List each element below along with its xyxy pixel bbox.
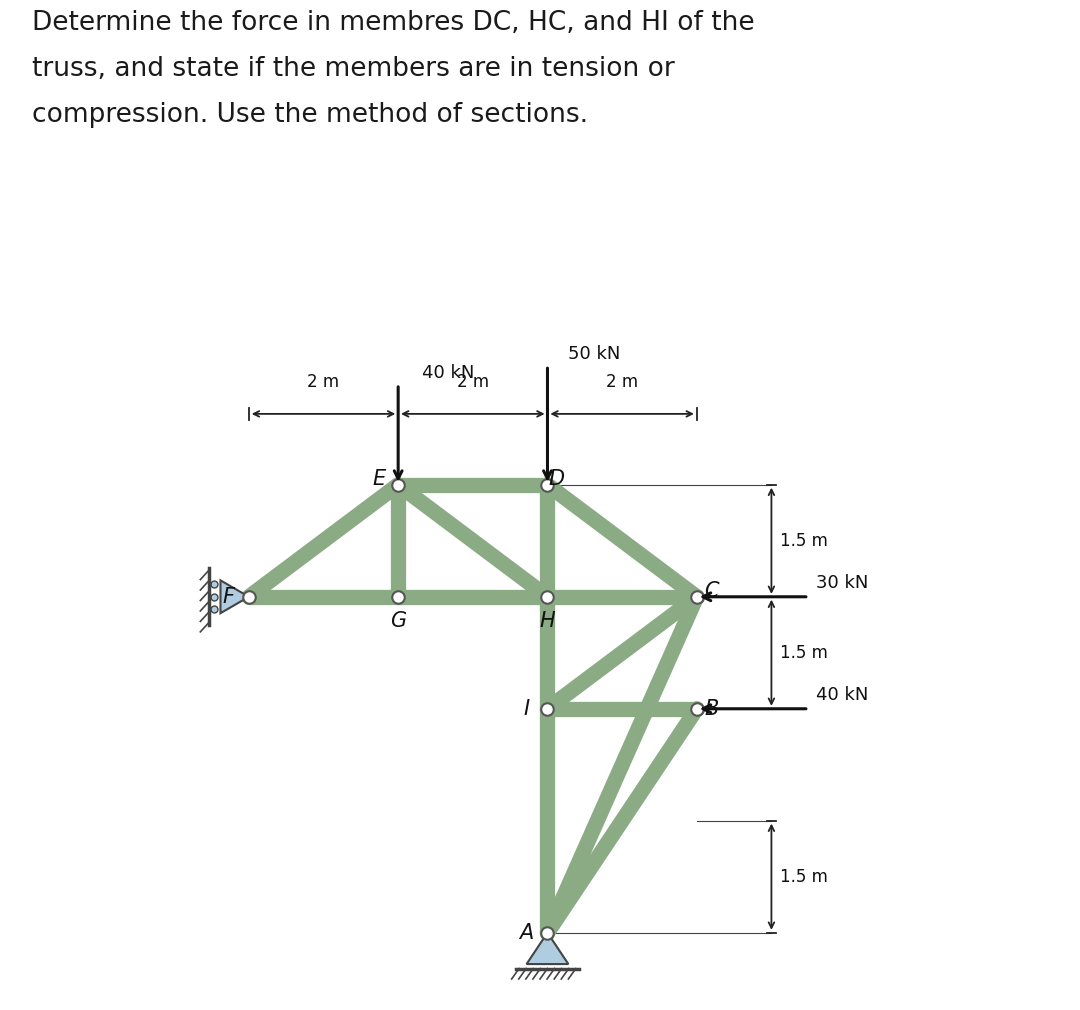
Text: B: B [704, 699, 719, 719]
Text: 40 kN: 40 kN [422, 364, 474, 382]
Text: E: E [373, 469, 387, 489]
Text: Determine the force in membres DC, HC, and HI of the
truss, and state if the mem: Determine the force in membres DC, HC, a… [32, 10, 755, 128]
Text: 2 m: 2 m [308, 374, 339, 392]
Text: 2 m: 2 m [457, 374, 489, 392]
Text: G: G [390, 611, 406, 630]
Text: H: H [540, 611, 555, 630]
Text: 1.5 m: 1.5 m [781, 868, 828, 886]
Polygon shape [220, 581, 248, 613]
Text: D: D [549, 469, 565, 489]
Text: 2 m: 2 m [606, 374, 638, 392]
Text: C: C [704, 581, 719, 601]
Text: 1.5 m: 1.5 m [781, 532, 828, 549]
Polygon shape [527, 932, 568, 965]
Text: 1.5 m: 1.5 m [781, 643, 828, 662]
Text: I: I [524, 699, 529, 719]
Text: A: A [519, 923, 534, 942]
Text: 50 kN: 50 kN [568, 345, 621, 364]
Text: 30 kN: 30 kN [816, 575, 868, 592]
Text: F: F [222, 587, 234, 607]
Text: 40 kN: 40 kN [816, 687, 868, 704]
